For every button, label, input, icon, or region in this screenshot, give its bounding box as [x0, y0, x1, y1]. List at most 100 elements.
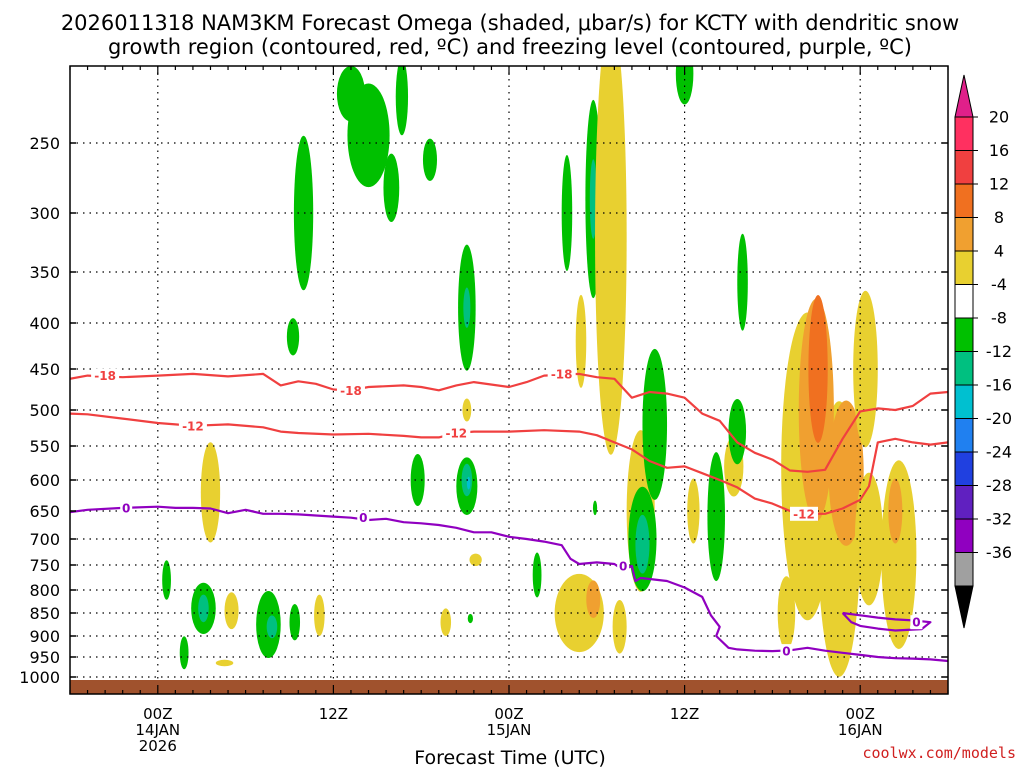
contour-label: 0 [122, 501, 130, 515]
contour-label: 0 [782, 645, 790, 659]
omega-cell [215, 659, 234, 667]
y-tick-label: 850 [29, 604, 60, 623]
contour-label-bg [910, 615, 923, 630]
colorbar-label: -20 [986, 409, 1012, 428]
omega-cell [853, 290, 878, 448]
x-tick-label: 00Z [846, 705, 875, 723]
contour-label: -18 [94, 369, 116, 383]
colorbar-bin [954, 116, 974, 151]
omega-cell [642, 348, 668, 500]
contour-label: -12 [793, 507, 815, 521]
chart-title-line-1: 2026011318 NAM3KM Forecast Omega (shaded… [61, 11, 959, 35]
y-tick-label: 300 [29, 204, 60, 223]
y-tick-label: 750 [29, 556, 60, 575]
omega-cell [469, 553, 482, 567]
colorbar-label: -28 [986, 476, 1012, 495]
omega-cell [314, 594, 325, 636]
y-axis-ticks: 250 300 350 400 450 500 550 600 650 700 750 800 850 9… [19, 134, 948, 687]
y-tick-label: 550 [29, 437, 60, 456]
x-tick-label: 15JAN [487, 721, 532, 739]
omega-cell [586, 580, 601, 618]
y-tick-label: 250 [29, 134, 60, 153]
omega-shading [162, 66, 917, 677]
colorbar-label: 20 [989, 108, 1009, 127]
omega-cell [595, 66, 627, 455]
omega-cell [728, 398, 747, 465]
colorbar-label: 8 [994, 208, 1004, 227]
y-tick-label: 700 [29, 530, 60, 549]
omega-cell [561, 154, 573, 272]
contour-label: 0 [619, 560, 627, 574]
gridlines [70, 66, 948, 694]
x-tick-label: 12Z [319, 705, 348, 723]
x-tick-label: 16JAN [838, 721, 883, 739]
contour-label: -12 [182, 419, 204, 433]
colorbar-bin [954, 485, 974, 520]
colorbar-bin [954, 250, 974, 285]
contour-label: 0 [359, 511, 367, 525]
colorbar-label: -4 [991, 275, 1007, 294]
colorbar-top-arrow [954, 74, 974, 118]
omega-cell [854, 472, 884, 606]
colorbar-bin [954, 518, 974, 553]
y-tick-label: 900 [29, 627, 60, 646]
omega-cell [592, 500, 598, 516]
y-tick-label: 400 [29, 314, 60, 333]
omega-cell [410, 454, 425, 506]
omega-cell [224, 592, 239, 630]
contour-label: -18 [551, 367, 573, 381]
omega-cell [266, 615, 278, 639]
contour-label-bg [336, 383, 365, 398]
colorbar-label: -8 [991, 309, 1007, 328]
y-tick-label: 950 [29, 648, 60, 667]
colorbar-label: 16 [989, 141, 1009, 160]
colorbar-label: -32 [986, 510, 1012, 529]
contour-dgz-top [70, 372, 948, 473]
x-tick-label: 00Z [494, 705, 523, 723]
contour-label-bg [91, 368, 120, 383]
colorbar-bin [954, 284, 974, 319]
omega-cell [466, 476, 471, 490]
omega-cell [200, 442, 221, 543]
omega-cell [422, 138, 438, 182]
y-tick-label: 800 [29, 581, 60, 600]
colorbar-bin [954, 317, 974, 352]
colorbar-label: -12 [986, 342, 1012, 361]
colorbar-label: -16 [986, 376, 1012, 395]
contour-label-bg [617, 559, 630, 573]
omega-cell [575, 294, 587, 388]
colorbar-label: -24 [986, 443, 1012, 462]
contour-dgz-bottom [70, 412, 948, 515]
contour-label-bg [790, 506, 819, 521]
colorbar: 20 16 12 8 4 -4 -8 -12 -16 -20 -24 -28 -32 -36 [954, 74, 1012, 629]
y-tick-label: 350 [29, 263, 60, 282]
y-tick-label: 500 [29, 401, 60, 420]
x-tick-label: 12Z [670, 705, 699, 723]
omega-cell [687, 478, 700, 544]
omega-cell [707, 452, 725, 582]
credit-label: coolwx.com/models [862, 744, 1016, 762]
colorbar-bottom-arrow [954, 585, 974, 629]
contour-label: -18 [340, 384, 362, 398]
y-tick-label: 1000 [19, 668, 60, 687]
contour-freezing-level-loop [841, 611, 932, 632]
colorbar-bin [954, 217, 974, 252]
x-tick-label: 00Z [143, 705, 172, 723]
omega-cell [162, 560, 171, 600]
colorbar-bin [954, 150, 974, 185]
colorbar-bin [954, 552, 974, 587]
colorbar-bin [954, 451, 974, 486]
colorbar-label: 12 [989, 175, 1009, 194]
omega-cell [440, 608, 452, 636]
omega-cell [383, 153, 400, 223]
contour-label-bg [120, 500, 133, 515]
colorbar-bin [954, 384, 974, 419]
omega-cell [347, 83, 390, 188]
omega-cell [198, 594, 209, 623]
omega-cell [635, 514, 650, 574]
omega-cell [467, 613, 474, 624]
omega-cell [286, 318, 300, 356]
omega-cell [179, 636, 189, 670]
